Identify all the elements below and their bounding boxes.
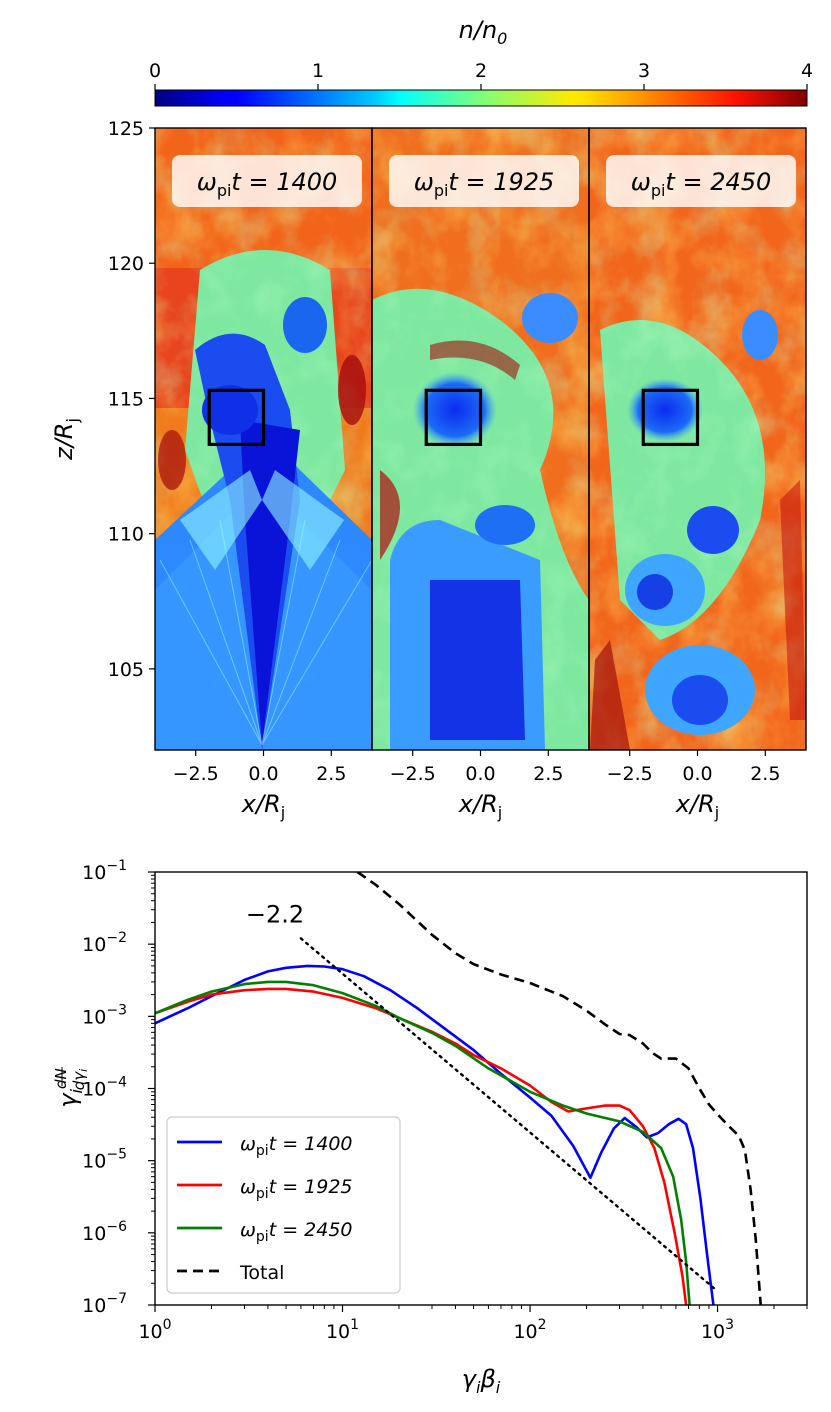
x-tick-label: 2.5 — [533, 763, 563, 785]
x-tick-label: 103 — [701, 1317, 734, 1343]
legend-label: Total — [239, 1262, 284, 1284]
y-tick-label: 105 — [108, 659, 144, 681]
time-label-box — [389, 155, 579, 207]
x-tick-label: 2.5 — [750, 763, 780, 785]
reference-slope-line — [299, 937, 719, 1293]
legend-label: ωpit = 1400 — [240, 1133, 353, 1159]
density-panel-1 — [155, 128, 372, 750]
spectrum-plot: 100 101 102 103 10−7 10−6 10−5 10−4 10−3 10−2 10−1… — [52, 858, 808, 1397]
series-line-2 — [155, 987, 688, 1305]
colorbar-label: n/n0 — [459, 16, 508, 48]
panels-ylabel: z/Rj — [50, 418, 82, 461]
y-tick-label: 115 — [108, 388, 144, 410]
legend: ωpit = 1400 ωpit = 1925 ωpit = 2450 Total — [166, 1116, 401, 1294]
time-label-box — [606, 155, 796, 207]
panel-overlays: ωpit = 1400 −2.5 0.0 2.5 x/Rj ωpit = 1925 −2.5… — [108, 118, 796, 822]
spectrum-ticks: 100 101 102 103 10−7 10−6 10−5 10−4 10−3 10−2 10−1 — [82, 858, 808, 1343]
y-tick-label: 125 — [108, 118, 144, 140]
colorbar: n/n0 0 1 2 3 4 — [149, 16, 813, 107]
series-line-4 — [356, 872, 762, 1305]
colorbar-tick-label: 3 — [638, 60, 650, 82]
panel-xlabel: x/Rj — [675, 790, 719, 822]
x-tick-label: −2.5 — [607, 763, 653, 785]
series-line-1 — [155, 964, 715, 1305]
colorbar-ticks: 0 1 2 3 4 — [149, 60, 813, 90]
y-tick-label: 10−4 — [82, 1075, 127, 1101]
density-panel-2 — [372, 128, 589, 750]
y-tick-label: 10−7 — [82, 1291, 127, 1317]
y-tick-label: 120 — [108, 253, 144, 275]
y-tick-label: 110 — [108, 524, 144, 546]
x-tick-label: 0.0 — [465, 763, 495, 785]
x-tick-label: 2.5 — [316, 763, 346, 785]
y-tick-label: 10−6 — [82, 1219, 127, 1245]
y-tick-label: 10−5 — [82, 1147, 127, 1173]
colorbar-bar — [154, 89, 808, 107]
x-tick-label: −2.5 — [173, 763, 219, 785]
time-label: ωpit = 1925 — [414, 168, 555, 200]
panel-xlabel: x/Rj — [458, 790, 502, 822]
x-tick-label: 0.0 — [682, 763, 712, 785]
zoom-box — [424, 388, 483, 447]
time-label-box — [172, 155, 362, 207]
x-tick-label: −2.5 — [390, 763, 436, 785]
series-line-3 — [155, 980, 691, 1305]
y-tick-label: 10−3 — [82, 1002, 127, 1028]
legend-label: ωpit = 1925 — [240, 1176, 353, 1202]
colorbar-tick-label: 2 — [475, 60, 487, 82]
zoom-box — [207, 388, 266, 447]
x-tick-label: 100 — [138, 1317, 171, 1343]
time-label: ωpit = 1400 — [197, 168, 338, 200]
colorbar-tick-label: 4 — [801, 60, 813, 82]
y-tick-label: 10−2 — [82, 930, 127, 956]
spectrum-xlabel: γiβi — [462, 1365, 501, 1397]
spectrum-ylabel: γidNdγi — [52, 1068, 90, 1107]
reference-slope-label: −2.2 — [246, 900, 304, 928]
x-tick-label: 102 — [513, 1317, 546, 1343]
spectrum-lines — [155, 872, 762, 1305]
colorbar-tick-label: 0 — [149, 60, 161, 82]
panel-xlabel: x/Rj — [241, 790, 285, 822]
legend-box — [166, 1116, 401, 1294]
x-tick-label: 101 — [326, 1317, 359, 1343]
colorbar-tick-label: 1 — [312, 60, 324, 82]
y-tick-label: 10−1 — [82, 858, 127, 884]
time-label: ωpit = 2450 — [631, 168, 772, 200]
legend-label: ωpit = 2450 — [240, 1219, 353, 1245]
zoom-box — [641, 388, 700, 447]
x-tick-label: 0.0 — [248, 763, 278, 785]
